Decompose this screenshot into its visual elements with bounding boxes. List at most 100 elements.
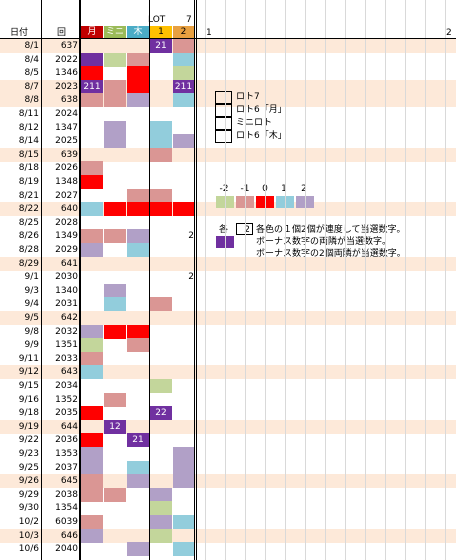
result-cell[interactable] [104, 79, 126, 94]
row-draw-number: 1346 [55, 68, 78, 79]
result-cell[interactable] [81, 528, 103, 543]
result-cell[interactable]: 22 [150, 406, 172, 421]
result-cell[interactable] [150, 487, 172, 502]
result-cell[interactable] [127, 542, 149, 557]
result-cell[interactable] [173, 542, 194, 557]
result-cell[interactable] [81, 487, 103, 502]
result-cell[interactable] [81, 406, 103, 421]
result-cell[interactable] [127, 324, 149, 339]
result-cell[interactable] [150, 120, 172, 135]
result-cell[interactable] [150, 188, 172, 203]
cell-value: 21 [132, 435, 144, 446]
result-cell[interactable]: 21 [127, 433, 149, 448]
result-cell[interactable] [127, 202, 149, 217]
row-draw-number: 2040 [55, 544, 78, 555]
table-row: 9/19 644 12 [0, 419, 456, 434]
result-cell[interactable] [127, 93, 149, 108]
result-cell[interactable] [173, 39, 194, 53]
result-cell[interactable] [150, 379, 172, 393]
result-cell[interactable]: 21 [150, 39, 172, 53]
row-draw-number: 2028 [55, 217, 78, 228]
result-cell[interactable] [104, 52, 126, 67]
result-cell[interactable] [81, 433, 103, 448]
result-cell[interactable] [104, 324, 126, 339]
result-cell[interactable]: 2 [173, 229, 194, 243]
result-cell[interactable] [104, 487, 126, 502]
result-cell[interactable] [81, 515, 103, 529]
result-cell[interactable] [150, 515, 172, 529]
result-cell[interactable] [150, 501, 172, 516]
result-cell[interactable] [104, 120, 126, 135]
result-cell[interactable] [173, 52, 194, 67]
result-cell[interactable]: 211 [81, 79, 103, 94]
result-cell[interactable] [81, 66, 103, 81]
row-date: 8/26 [18, 231, 39, 242]
result-cell[interactable] [150, 202, 172, 217]
result-cell[interactable] [81, 474, 103, 489]
result-cell[interactable] [173, 93, 194, 108]
result-cell[interactable] [104, 202, 126, 217]
header-num: 回 [57, 28, 67, 38]
result-cell[interactable] [81, 52, 103, 67]
result-cell[interactable] [81, 93, 103, 108]
result-cell[interactable] [104, 93, 126, 108]
result-cell[interactable] [81, 460, 103, 475]
result-cell[interactable] [81, 229, 103, 244]
table-row: 9/11 2033 [0, 351, 456, 366]
result-cell[interactable] [127, 66, 149, 81]
row-date: 9/22 [18, 435, 39, 446]
result-cell[interactable]: 12 [104, 419, 126, 434]
result-cell[interactable] [150, 528, 172, 543]
result-cell[interactable] [127, 188, 149, 203]
result-cell[interactable] [173, 202, 194, 217]
result-cell[interactable] [104, 392, 126, 407]
result-cell[interactable] [150, 297, 172, 312]
legend-box [215, 104, 232, 117]
row-draw-number: 2022 [55, 54, 78, 65]
result-cell[interactable] [104, 283, 126, 298]
row-date: 9/18 [18, 408, 39, 419]
result-cell[interactable] [104, 297, 126, 312]
result-cell[interactable] [127, 338, 149, 353]
result-cell[interactable] [127, 52, 149, 67]
result-cell[interactable] [127, 79, 149, 94]
result-cell[interactable] [81, 324, 103, 339]
result-cell[interactable] [173, 460, 194, 475]
result-cell[interactable] [173, 515, 194, 529]
result-cell[interactable] [104, 134, 126, 149]
result-cell[interactable] [81, 202, 103, 217]
result-cell[interactable] [127, 229, 149, 244]
row-date: 9/23 [18, 449, 39, 459]
row-date: 8/19 [18, 177, 39, 187]
result-cell[interactable] [150, 147, 172, 162]
result-cell[interactable] [81, 338, 103, 353]
result-cell[interactable] [150, 134, 172, 149]
row-draw-number: 638 [60, 95, 78, 106]
result-cell[interactable] [81, 161, 103, 176]
result-cell[interactable] [127, 460, 149, 475]
result-cell[interactable] [81, 365, 103, 380]
row-date: 8/21 [18, 190, 39, 201]
gridline [196, 0, 197, 560]
result-cell[interactable] [81, 175, 103, 189]
table-row: 10/3 646 [0, 528, 456, 543]
table-row: 8/5 1346 [0, 66, 456, 81]
result-cell[interactable] [104, 229, 126, 244]
result-cell[interactable] [81, 447, 103, 461]
result-cell[interactable] [173, 474, 194, 489]
note-line-1: 各色の１個2個が連度して当選数字。 [256, 225, 406, 235]
result-cell[interactable] [127, 243, 149, 257]
result-cell[interactable] [81, 351, 103, 366]
gridline [79, 0, 80, 560]
result-cell[interactable] [81, 243, 103, 257]
table-row: 9/4 2031 [0, 297, 456, 312]
result-cell[interactable] [127, 474, 149, 489]
result-cell[interactable] [173, 66, 194, 81]
result-cell[interactable]: 211 [173, 79, 194, 94]
table-row: 9/9 1351 [0, 338, 456, 353]
cell-value: 2 [188, 231, 194, 242]
result-cell[interactable]: 2 [173, 270, 194, 284]
result-cell[interactable] [173, 134, 194, 149]
result-cell[interactable] [173, 447, 194, 461]
